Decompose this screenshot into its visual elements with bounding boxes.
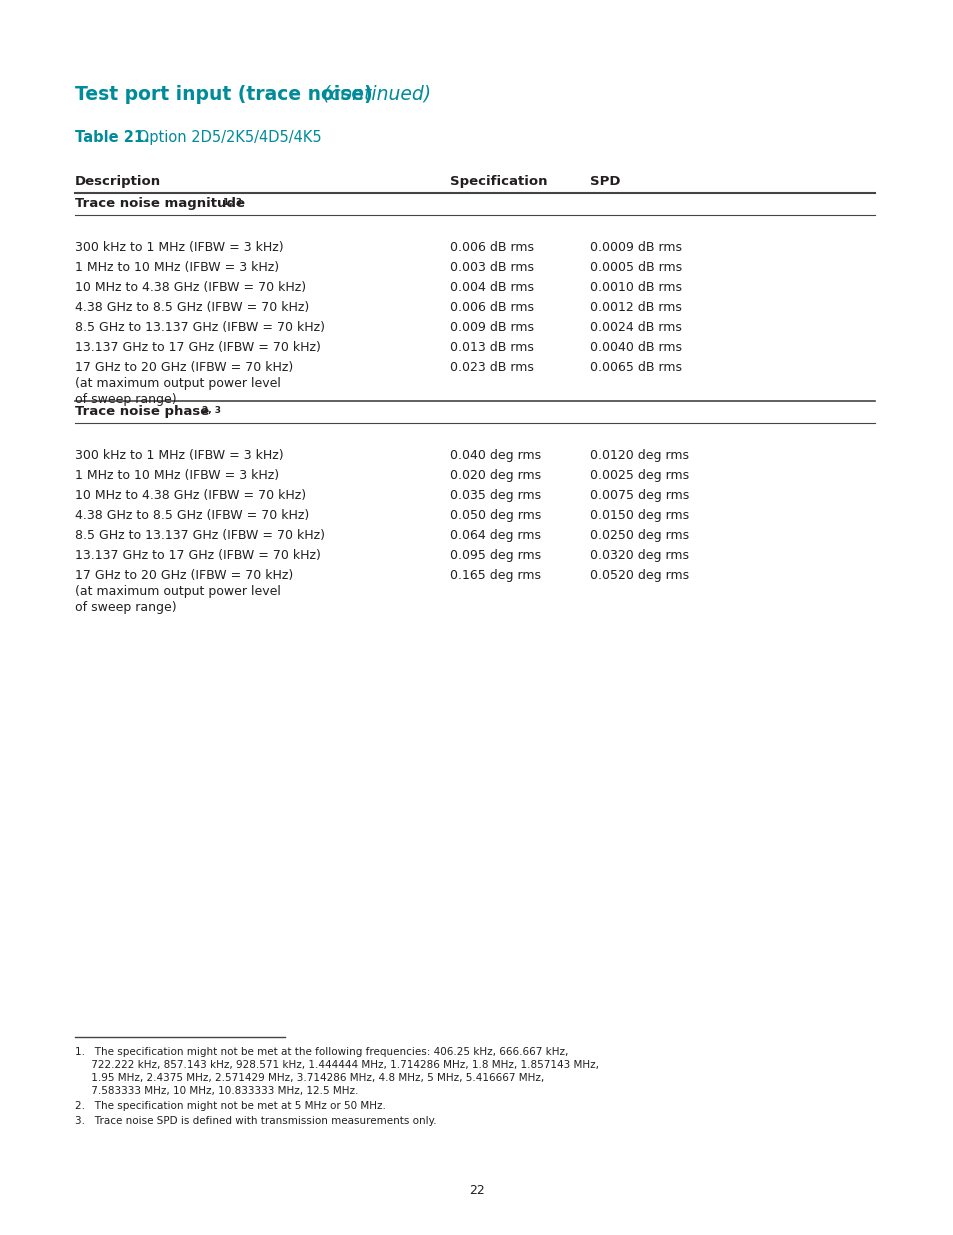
Text: 4.38 GHz to 8.5 GHz (IFBW = 70 kHz): 4.38 GHz to 8.5 GHz (IFBW = 70 kHz) [75,509,309,522]
Text: of sweep range): of sweep range) [75,393,176,406]
Text: 300 kHz to 1 MHz (IFBW = 3 kHz): 300 kHz to 1 MHz (IFBW = 3 kHz) [75,241,283,254]
Text: 22: 22 [469,1184,484,1197]
Text: 17 GHz to 20 GHz (IFBW = 70 kHz): 17 GHz to 20 GHz (IFBW = 70 kHz) [75,569,293,582]
Text: 1.   The specification might not be met at the following frequencies: 406.25 kHz: 1. The specification might not be met at… [75,1047,568,1057]
Text: 2.   The specification might not be met at 5 MHz or 50 MHz.: 2. The specification might not be met at… [75,1100,385,1112]
Text: 0.165 deg rms: 0.165 deg rms [450,569,540,582]
Text: SPD: SPD [589,175,619,188]
Text: 10 MHz to 4.38 GHz (IFBW = 70 kHz): 10 MHz to 4.38 GHz (IFBW = 70 kHz) [75,282,306,294]
Text: 0.0150 deg rms: 0.0150 deg rms [589,509,688,522]
Text: 0.0025 deg rms: 0.0025 deg rms [589,469,688,482]
Text: 0.0009 dB rms: 0.0009 dB rms [589,241,681,254]
Text: 7.583333 MHz, 10 MHz, 10.833333 MHz, 12.5 MHz.: 7.583333 MHz, 10 MHz, 10.833333 MHz, 12.… [75,1086,358,1095]
Text: 300 kHz to 1 MHz (IFBW = 3 kHz): 300 kHz to 1 MHz (IFBW = 3 kHz) [75,450,283,462]
Text: 1, 3: 1, 3 [223,198,242,207]
Text: 0.0120 deg rms: 0.0120 deg rms [589,450,688,462]
Text: 0.0012 dB rms: 0.0012 dB rms [589,301,681,314]
Text: 8.5 GHz to 13.137 GHz (IFBW = 70 kHz): 8.5 GHz to 13.137 GHz (IFBW = 70 kHz) [75,529,325,542]
Text: 0.0040 dB rms: 0.0040 dB rms [589,341,681,354]
Text: 0.023 dB rms: 0.023 dB rms [450,361,534,374]
Text: 0.0250 deg rms: 0.0250 deg rms [589,529,688,542]
Text: 0.0010 dB rms: 0.0010 dB rms [589,282,681,294]
Text: 0.013 dB rms: 0.013 dB rms [450,341,534,354]
Text: 0.064 deg rms: 0.064 deg rms [450,529,540,542]
Text: 4.38 GHz to 8.5 GHz (IFBW = 70 kHz): 4.38 GHz to 8.5 GHz (IFBW = 70 kHz) [75,301,309,314]
Text: 17 GHz to 20 GHz (IFBW = 70 kHz): 17 GHz to 20 GHz (IFBW = 70 kHz) [75,361,293,374]
Text: 0.009 dB rms: 0.009 dB rms [450,321,534,333]
Text: of sweep range): of sweep range) [75,601,176,614]
Text: Specification: Specification [450,175,547,188]
Text: (at maximum output power level: (at maximum output power level [75,585,280,598]
Text: 13.137 GHz to 17 GHz (IFBW = 70 kHz): 13.137 GHz to 17 GHz (IFBW = 70 kHz) [75,341,320,354]
Text: (at maximum output power level: (at maximum output power level [75,377,280,390]
Text: 0.006 dB rms: 0.006 dB rms [450,301,534,314]
Text: 13.137 GHz to 17 GHz (IFBW = 70 kHz): 13.137 GHz to 17 GHz (IFBW = 70 kHz) [75,550,320,562]
Text: 0.004 dB rms: 0.004 dB rms [450,282,534,294]
Text: 0.0024 dB rms: 0.0024 dB rms [589,321,681,333]
Text: 0.0075 deg rms: 0.0075 deg rms [589,489,688,501]
Text: 0.003 dB rms: 0.003 dB rms [450,261,534,274]
Text: Trace noise phase: Trace noise phase [75,405,209,417]
Text: (continued): (continued) [316,85,431,104]
Text: 1 MHz to 10 MHz (IFBW = 3 kHz): 1 MHz to 10 MHz (IFBW = 3 kHz) [75,261,279,274]
Text: 0.050 deg rms: 0.050 deg rms [450,509,540,522]
Text: Description: Description [75,175,161,188]
Text: 0.0005 dB rms: 0.0005 dB rms [589,261,681,274]
Text: 0.095 deg rms: 0.095 deg rms [450,550,540,562]
Text: 2, 3: 2, 3 [202,406,221,415]
Text: 0.040 deg rms: 0.040 deg rms [450,450,540,462]
Text: Trace noise magnitude: Trace noise magnitude [75,198,245,210]
Text: Test port input (trace noise): Test port input (trace noise) [75,85,373,104]
Text: 0.0520 deg rms: 0.0520 deg rms [589,569,688,582]
Text: 0.006 dB rms: 0.006 dB rms [450,241,534,254]
Text: 0.0320 deg rms: 0.0320 deg rms [589,550,688,562]
Text: 1 MHz to 10 MHz (IFBW = 3 kHz): 1 MHz to 10 MHz (IFBW = 3 kHz) [75,469,279,482]
Text: Table 21.: Table 21. [75,130,150,144]
Text: 3.   Trace noise SPD is defined with transmission measurements only.: 3. Trace noise SPD is defined with trans… [75,1116,436,1126]
Text: 1.95 MHz, 2.4375 MHz, 2.571429 MHz, 3.714286 MHz, 4.8 MHz, 5 MHz, 5.416667 MHz,: 1.95 MHz, 2.4375 MHz, 2.571429 MHz, 3.71… [75,1073,543,1083]
Text: 10 MHz to 4.38 GHz (IFBW = 70 kHz): 10 MHz to 4.38 GHz (IFBW = 70 kHz) [75,489,306,501]
Text: 8.5 GHz to 13.137 GHz (IFBW = 70 kHz): 8.5 GHz to 13.137 GHz (IFBW = 70 kHz) [75,321,325,333]
Text: Option 2D5/2K5/4D5/4K5: Option 2D5/2K5/4D5/4K5 [132,130,321,144]
Text: 0.035 deg rms: 0.035 deg rms [450,489,540,501]
Text: 722.222 kHz, 857.143 kHz, 928.571 kHz, 1.444444 MHz, 1.714286 MHz, 1.8 MHz, 1.85: 722.222 kHz, 857.143 kHz, 928.571 kHz, 1… [75,1060,598,1070]
Text: 0.020 deg rms: 0.020 deg rms [450,469,540,482]
Text: 0.0065 dB rms: 0.0065 dB rms [589,361,681,374]
